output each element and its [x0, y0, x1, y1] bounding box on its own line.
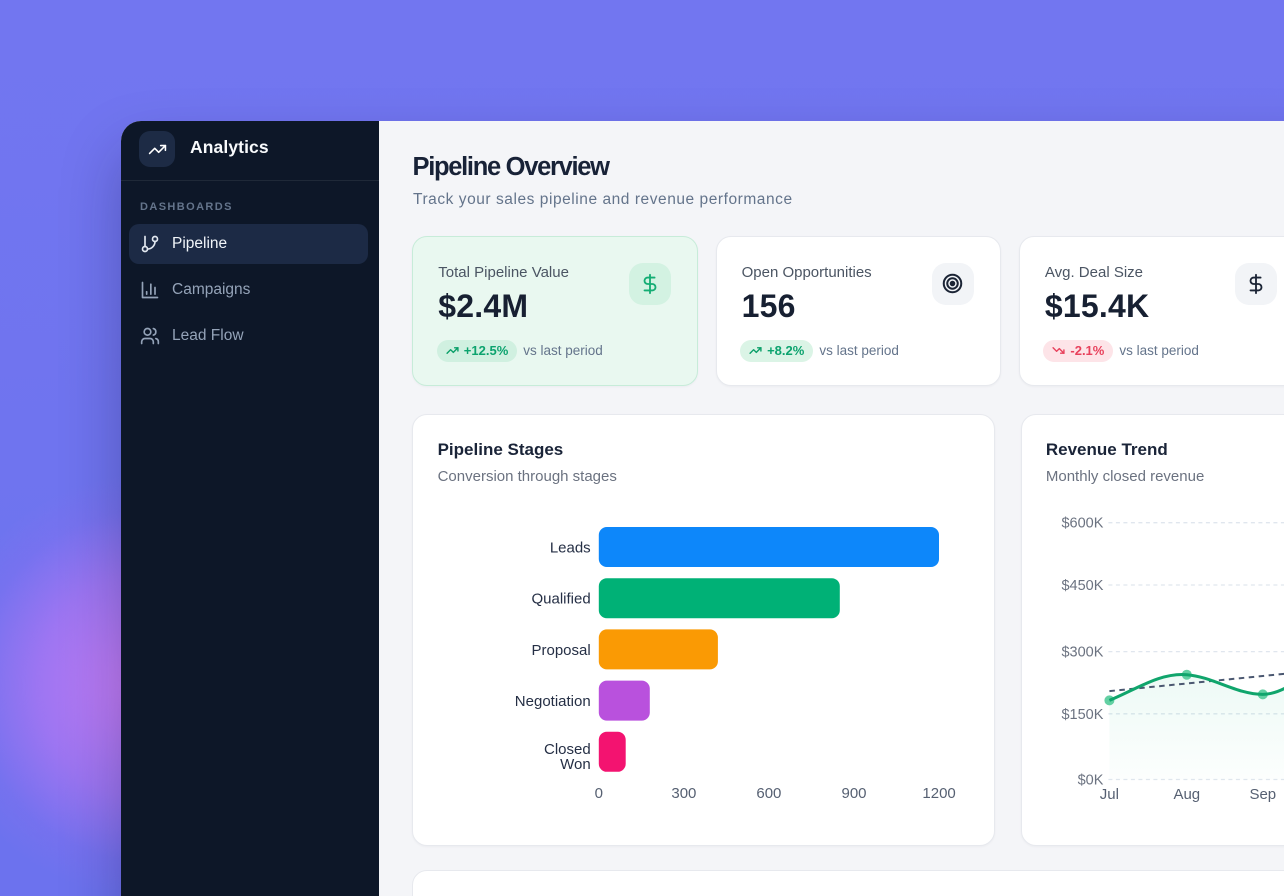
- svg-text:$300K: $300K: [1061, 645, 1103, 661]
- svg-text:Negotiation: Negotiation: [515, 693, 591, 710]
- svg-text:900: 900: [842, 785, 867, 802]
- svg-text:0: 0: [595, 785, 603, 802]
- svg-text:300: 300: [672, 785, 697, 802]
- svg-text:$600K: $600K: [1061, 516, 1103, 532]
- svg-text:$0K: $0K: [1077, 772, 1103, 788]
- svg-text:Closed: Closed: [544, 741, 591, 758]
- svg-text:$150K: $150K: [1061, 707, 1103, 723]
- svg-text:Won: Won: [560, 756, 591, 773]
- svg-text:Aug: Aug: [1173, 786, 1200, 803]
- svg-text:Proposal: Proposal: [532, 642, 591, 659]
- svg-text:Qualified: Qualified: [532, 591, 591, 608]
- svg-text:$450K: $450K: [1061, 578, 1103, 594]
- svg-text:Sep: Sep: [1249, 786, 1276, 803]
- svg-text:Leads: Leads: [550, 539, 591, 556]
- svg-text:600: 600: [757, 785, 782, 802]
- svg-text:Jul: Jul: [1099, 786, 1118, 803]
- svg-text:1200: 1200: [923, 785, 956, 802]
